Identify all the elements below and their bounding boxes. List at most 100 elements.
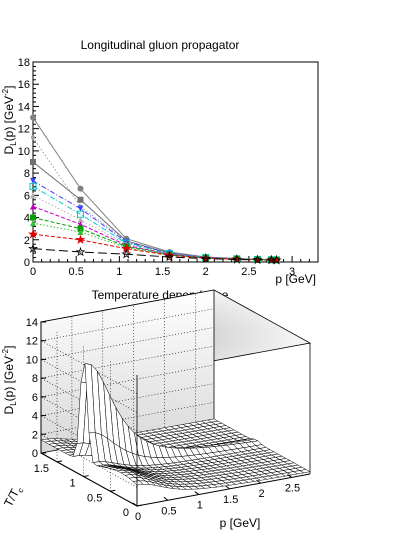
y-tick-label: 10 (18, 146, 30, 158)
p-tick-label: 1 (197, 500, 203, 512)
series-point (28, 228, 38, 239)
series-line (32, 137, 277, 261)
x-tick-label: 1.5 (155, 266, 170, 278)
series-point (29, 182, 37, 190)
p-tick (194, 491, 200, 495)
surface-cell (299, 469, 311, 474)
series-line (32, 248, 277, 261)
t-tick-label: 0 (123, 507, 129, 519)
x-tick-label: 1 (116, 266, 122, 278)
series-point (252, 254, 263, 265)
series-1 (30, 114, 280, 263)
panel1-ylabel: DL(p) [GeV-2] (1, 86, 18, 155)
panel2-ylabel: T/Tc (1, 483, 25, 510)
y-tick-label: 0 (24, 257, 30, 269)
z-tick-label: 10 (26, 354, 38, 366)
series-point (200, 253, 211, 263)
x-tick-label: 2 (203, 266, 209, 278)
panel1-xlabel: p [GeV] (275, 272, 316, 286)
series-point (30, 220, 36, 227)
y-tick-label: 6 (24, 190, 30, 202)
series-point (30, 114, 36, 121)
series-line (32, 161, 277, 261)
series-line (32, 194, 277, 261)
panel2-axes: 0 0.5 1 1.5 2 2.5 0 0.5 1 1.5 0 2 4 6 8 10 12 14 (26, 317, 311, 523)
t-tick-label: 0.5 (87, 492, 102, 504)
p-axis (136, 473, 311, 507)
p-tick (225, 485, 230, 490)
t-tick-label: 1 (70, 478, 76, 490)
series-11 (28, 243, 282, 265)
panel1-frame (32, 61, 319, 263)
series-point (30, 203, 36, 210)
z-tick-label: 2 (32, 429, 38, 441)
z-gridline (40, 402, 215, 488)
series-9 (30, 220, 280, 264)
series-point (75, 246, 86, 257)
series-point (121, 248, 132, 259)
series-point (30, 192, 36, 199)
t-tick (136, 504, 143, 507)
series-point (77, 210, 84, 218)
y-tick-label: 2 (24, 235, 30, 247)
z-tick-label: 0 (32, 448, 38, 460)
t-tick (110, 489, 116, 492)
y-tick-label: 4 (24, 213, 30, 225)
series-point (77, 185, 84, 192)
z-tick-label: 4 (32, 411, 38, 423)
z-tick-label: 14 (26, 317, 38, 329)
p-tick-label: 2.5 (285, 482, 300, 494)
y-tick-label: 16 (18, 79, 30, 91)
y-tick-label: 18 (18, 57, 30, 69)
x-tick-label: 0.5 (69, 266, 84, 278)
x-tick-label: 2.5 (241, 266, 256, 278)
p-tick-label: 0.5 (161, 505, 176, 517)
x-tick-label: 0 (30, 266, 36, 278)
series-7 (30, 203, 280, 263)
x-tick-label: 3 (289, 266, 295, 278)
z-tick-label: 6 (32, 392, 38, 404)
p-tick (132, 502, 138, 507)
y-tick-label: 8 (24, 168, 30, 180)
panel1-series (28, 114, 282, 265)
z-tick-label: 12 (26, 336, 38, 348)
panel1-axes: 0 2 4 6 8 10 12 14 16 18 0 0.5 1 1.5 2 2.5 3 (18, 57, 319, 278)
z-gridline (40, 308, 215, 394)
p-tick-label: 2 (259, 488, 265, 500)
z-tick-label: 8 (32, 373, 38, 385)
series-point (231, 254, 242, 264)
p-tick (287, 474, 292, 478)
series-point (31, 135, 35, 140)
series-point (77, 196, 84, 203)
series-4 (30, 177, 280, 263)
p-tick-label: 0 (135, 511, 141, 523)
p-tick (256, 479, 261, 484)
t-tick (56, 460, 63, 463)
series-point (271, 254, 282, 265)
panel1-title: Longitudinal gluon propagator (81, 38, 240, 52)
series-point (77, 216, 84, 223)
series-point (30, 214, 36, 221)
panel2-surface (40, 363, 311, 490)
t-tick (83, 475, 89, 478)
y-tick-label: 12 (18, 124, 30, 136)
series-line (32, 222, 277, 261)
y-tick-label: 14 (18, 101, 30, 113)
series-point (30, 177, 36, 184)
series-point (200, 252, 211, 263)
t-tick-label: 1.5 (34, 463, 49, 475)
series-point (28, 243, 38, 253)
series-point (164, 251, 175, 262)
series-point (77, 229, 84, 235)
panel1-plot-area (32, 61, 319, 263)
p-tick (163, 496, 169, 501)
series-point (75, 234, 86, 244)
panel2-xlabel: p [GeV] (220, 516, 261, 530)
series-2 (31, 135, 279, 262)
series-point (30, 159, 36, 165)
series-point (77, 225, 84, 232)
panel2-zlabel: DL(p) [GeV-2] (1, 346, 18, 415)
p-tick-label: 1.5 (223, 494, 238, 506)
series-point (77, 205, 84, 212)
